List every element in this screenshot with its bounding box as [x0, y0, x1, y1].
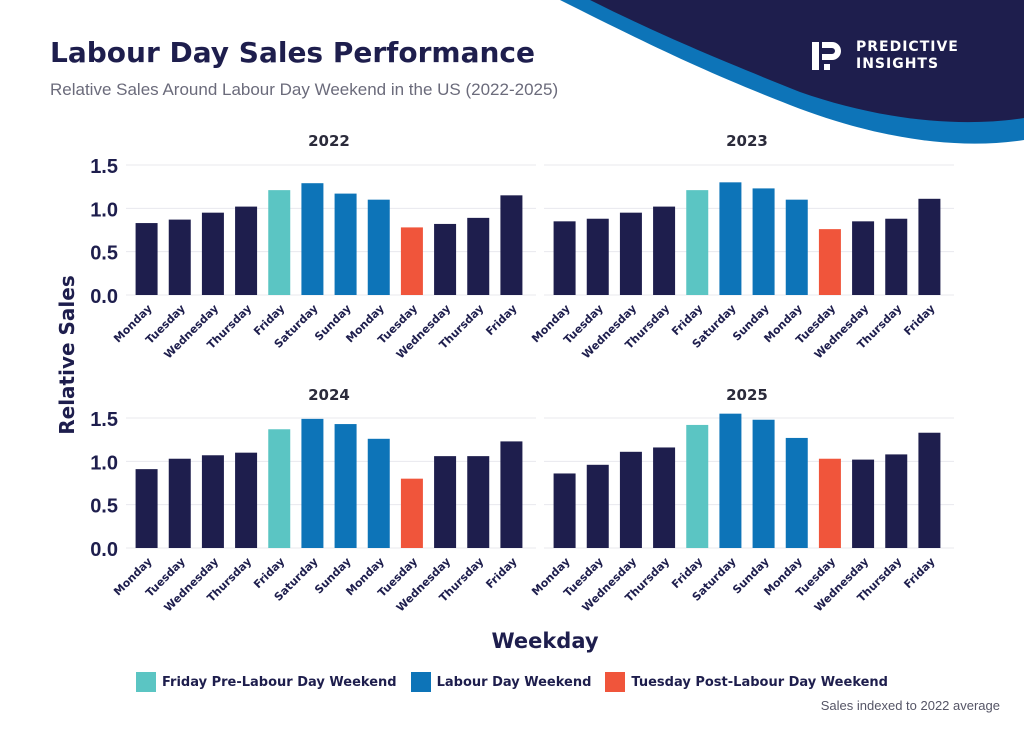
bar-2023-3 — [619, 212, 642, 295]
bar-2023-6 — [719, 182, 742, 295]
page-title: Labour Day Sales Performance — [50, 36, 535, 69]
bar-2023-8 — [785, 199, 808, 295]
y-tick-label-1-2: 1.0 — [90, 199, 118, 221]
bar-2025-5 — [686, 424, 709, 548]
y-tick-label-1-0: 0.0 — [90, 286, 118, 308]
legend: Friday Pre-Labour Day Weekend Labour Day… — [0, 672, 1024, 692]
y-axis-label: Relative Sales — [55, 275, 79, 435]
legend-swatch-pre — [136, 672, 156, 692]
x-tick-label-2025-12: Friday — [901, 555, 937, 591]
brand-name: PREDICTIVE INSIGHTS — [856, 39, 959, 73]
bar-2024-10 — [434, 456, 457, 548]
footnote: Sales indexed to 2022 average — [820, 698, 1000, 713]
bar-2022-8 — [367, 199, 390, 295]
x-tick-label-2022-12: Friday — [483, 302, 519, 338]
y-tick-label-3-1: 0.5 — [90, 496, 118, 518]
y-tick-label-1-1: 0.5 — [90, 243, 118, 265]
bar-2023-5 — [686, 190, 709, 295]
legend-swatch-weekend — [410, 672, 431, 692]
panel-title-2025: 2025 — [726, 386, 768, 404]
bar-2024-2 — [168, 458, 191, 548]
bar-2022-7 — [334, 193, 357, 295]
legend-item-weekend: Labour Day Weekend — [410, 672, 592, 692]
predictive-insights-logo-icon — [812, 42, 841, 70]
y-tick-label-3-0: 0.0 — [90, 539, 118, 561]
legend-item-pre: Friday Pre-Labour Day Weekend — [136, 672, 397, 692]
bar-2024-1 — [135, 469, 158, 548]
brand-line-2: INSIGHTS — [856, 56, 940, 72]
bar-2024-4 — [235, 452, 258, 548]
bar-2024-12 — [500, 441, 523, 548]
bar-2025-8 — [785, 437, 808, 548]
bar-2025-11 — [885, 454, 908, 548]
bar-2022-11 — [467, 217, 490, 295]
header-wave-dark — [590, 0, 1024, 123]
legend-item-post: Tuesday Post-Labour Day Weekend — [605, 672, 888, 692]
bar-2023-2 — [586, 218, 609, 295]
panel-title-2022: 2022 — [308, 132, 350, 150]
bar-2025-9 — [818, 458, 841, 548]
bar-2022-10 — [434, 223, 457, 295]
bar-2023-4 — [653, 206, 676, 295]
bar-2025-12 — [918, 432, 941, 548]
legend-label-pre: Friday Pre-Labour Day Weekend — [162, 674, 397, 690]
legend-label-weekend: Labour Day Weekend — [436, 674, 592, 690]
x-tick-label-2023-12: Friday — [901, 302, 937, 338]
bar-2025-3 — [619, 451, 642, 548]
bar-2022-2 — [168, 219, 191, 295]
header-wave — [560, 0, 1024, 144]
bar-2022-4 — [235, 206, 258, 295]
y-tick-label-3-2: 1.0 — [90, 452, 118, 474]
brand-line-1: PREDICTIVE — [856, 39, 959, 55]
bar-2022-9 — [400, 227, 423, 295]
bar-2022-5 — [268, 190, 291, 295]
bar-2024-5 — [268, 429, 291, 548]
bar-2024-11 — [467, 456, 490, 548]
bar-2023-12 — [918, 198, 941, 295]
panel-title-2024: 2024 — [308, 386, 350, 404]
bar-2025-10 — [852, 459, 875, 548]
y-tick-label-3-3: 1.5 — [90, 409, 118, 431]
x-axis-label: Weekday — [491, 629, 598, 653]
bar-2023-10 — [852, 221, 875, 295]
bar-2023-9 — [818, 229, 841, 295]
x-tick-label-2024-12: Friday — [483, 555, 519, 591]
bar-2024-7 — [334, 424, 357, 548]
bar-2023-1 — [553, 221, 576, 295]
bar-2025-1 — [553, 473, 576, 548]
bar-2022-12 — [500, 195, 523, 295]
bar-2022-6 — [301, 183, 324, 295]
legend-label-post: Tuesday Post-Labour Day Weekend — [631, 674, 888, 690]
y-tick-label-1-3: 1.5 — [90, 156, 118, 178]
page-subtitle: Relative Sales Around Labour Day Weekend… — [50, 80, 559, 99]
bar-2025-4 — [653, 447, 676, 548]
bar-2023-7 — [752, 188, 775, 295]
bar-2022-3 — [201, 212, 224, 295]
bar-2024-6 — [301, 418, 324, 548]
brand-logo: PREDICTIVE INSIGHTS — [810, 36, 990, 76]
bar-2022-1 — [135, 223, 158, 295]
bar-2024-8 — [367, 438, 390, 548]
legend-swatch-post — [605, 672, 626, 692]
bar-2025-6 — [719, 413, 742, 548]
bar-2023-11 — [885, 218, 908, 295]
bar-2025-7 — [752, 419, 775, 548]
bar-2025-2 — [586, 464, 609, 548]
panel-title-2023: 2023 — [726, 132, 768, 150]
bar-2024-9 — [400, 478, 423, 548]
bar-2024-3 — [201, 455, 224, 548]
